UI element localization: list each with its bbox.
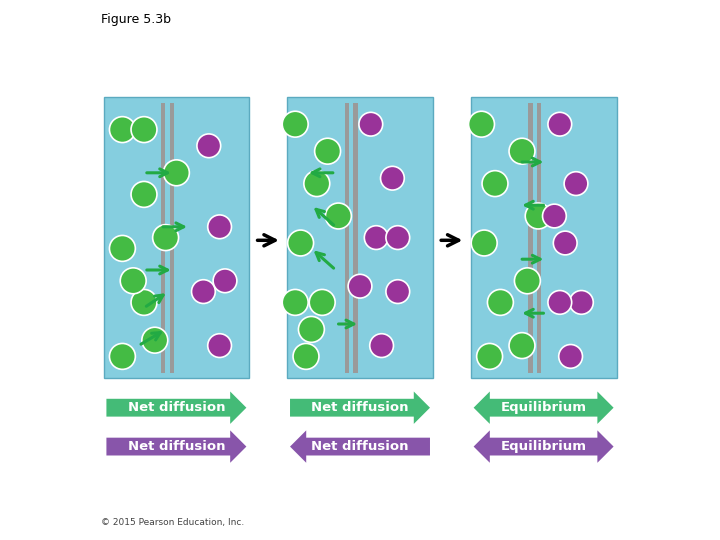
Circle shape xyxy=(515,268,541,294)
Circle shape xyxy=(509,138,535,164)
Circle shape xyxy=(359,112,383,136)
Circle shape xyxy=(564,172,588,195)
Text: © 2015 Pearson Education, Inc.: © 2015 Pearson Education, Inc. xyxy=(101,517,244,526)
Circle shape xyxy=(153,225,179,251)
Circle shape xyxy=(109,343,135,369)
Circle shape xyxy=(554,231,577,255)
Circle shape xyxy=(543,204,566,228)
Circle shape xyxy=(381,166,405,190)
Polygon shape xyxy=(107,430,246,463)
Text: Equilibrium: Equilibrium xyxy=(500,401,587,414)
Circle shape xyxy=(163,160,189,186)
Circle shape xyxy=(109,117,135,143)
Circle shape xyxy=(469,111,495,137)
Circle shape xyxy=(526,203,552,229)
Bar xyxy=(170,103,174,373)
Text: Net diffusion: Net diffusion xyxy=(311,401,409,414)
Bar xyxy=(471,97,616,378)
Circle shape xyxy=(325,203,351,229)
Circle shape xyxy=(477,343,503,369)
Circle shape xyxy=(304,171,330,197)
Circle shape xyxy=(288,230,314,256)
Polygon shape xyxy=(290,392,430,424)
Polygon shape xyxy=(107,392,246,424)
Circle shape xyxy=(293,343,319,369)
Circle shape xyxy=(559,345,582,368)
Text: Net diffusion: Net diffusion xyxy=(311,440,409,453)
Circle shape xyxy=(282,111,308,137)
Circle shape xyxy=(348,274,372,298)
Circle shape xyxy=(548,291,572,314)
Circle shape xyxy=(197,134,220,158)
Circle shape xyxy=(120,268,146,294)
Circle shape xyxy=(282,289,308,315)
Circle shape xyxy=(192,280,215,303)
Text: Equilibrium: Equilibrium xyxy=(500,440,587,453)
Circle shape xyxy=(364,226,388,249)
Bar xyxy=(104,97,249,378)
Circle shape xyxy=(131,289,157,315)
Polygon shape xyxy=(474,430,613,463)
Circle shape xyxy=(472,230,497,256)
Text: Figure 5.3b: Figure 5.3b xyxy=(101,14,171,26)
Circle shape xyxy=(131,117,157,143)
Circle shape xyxy=(386,226,410,249)
Circle shape xyxy=(548,112,572,136)
Circle shape xyxy=(386,280,410,303)
Circle shape xyxy=(109,235,135,261)
Bar xyxy=(161,103,166,373)
Circle shape xyxy=(208,334,232,357)
Circle shape xyxy=(299,316,324,342)
Circle shape xyxy=(315,138,341,164)
Circle shape xyxy=(131,181,157,207)
Circle shape xyxy=(213,269,237,293)
Circle shape xyxy=(310,289,335,315)
Circle shape xyxy=(482,171,508,197)
Text: Net diffusion: Net diffusion xyxy=(127,440,225,453)
Circle shape xyxy=(370,334,394,357)
Bar xyxy=(287,97,433,378)
Text: Net diffusion: Net diffusion xyxy=(127,401,225,414)
Circle shape xyxy=(487,289,513,315)
Bar xyxy=(528,103,533,373)
Circle shape xyxy=(142,327,168,353)
Polygon shape xyxy=(474,392,613,424)
Circle shape xyxy=(208,215,232,239)
Bar xyxy=(537,103,541,373)
Bar xyxy=(345,103,349,373)
Circle shape xyxy=(509,333,535,359)
Bar xyxy=(354,103,358,373)
Polygon shape xyxy=(290,430,430,463)
Circle shape xyxy=(570,291,593,314)
